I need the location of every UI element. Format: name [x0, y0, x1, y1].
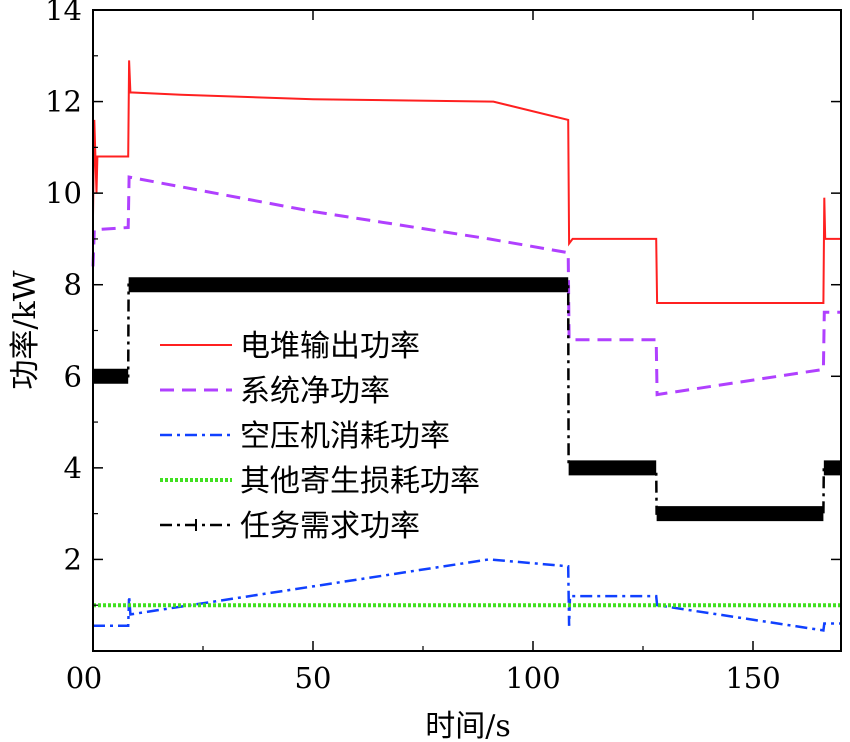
x-tick-label: 100	[505, 661, 560, 695]
x-axis-label: 时间/s	[425, 709, 511, 742]
legend-label: 电堆输出功率	[240, 329, 420, 364]
y-tick-label: 8	[64, 268, 82, 302]
series-line-1	[92, 60, 841, 304]
x-tick-label: 50	[295, 661, 332, 695]
x-tick-label: 150	[725, 661, 780, 695]
y-tick-label: 2	[64, 542, 82, 576]
y-tick-label: 4	[64, 451, 82, 485]
y-tick-label: 6	[64, 359, 82, 393]
tick-layer: 0 50 100 150 2 4 6 8 10 12 14 0	[45, 0, 841, 695]
series-line-5	[93, 283, 841, 515]
legend-label: 系统净功率	[240, 374, 390, 409]
series-line-3	[93, 558, 841, 632]
y-tick-label: 10	[45, 176, 82, 210]
legend-label: 空压机消耗功率	[240, 419, 450, 454]
legend-label: 其他寄生损耗功率	[240, 464, 480, 499]
x-tick-label: 0	[84, 661, 102, 695]
y-tick-label: 14	[45, 0, 82, 27]
y-tick-label: 12	[45, 85, 82, 119]
y-axis-label: 功率/kW	[8, 270, 43, 389]
x-tick-label: 0	[66, 661, 84, 695]
series-line-2	[91, 175, 841, 397]
legend-label: 任务需求功率	[240, 509, 420, 544]
